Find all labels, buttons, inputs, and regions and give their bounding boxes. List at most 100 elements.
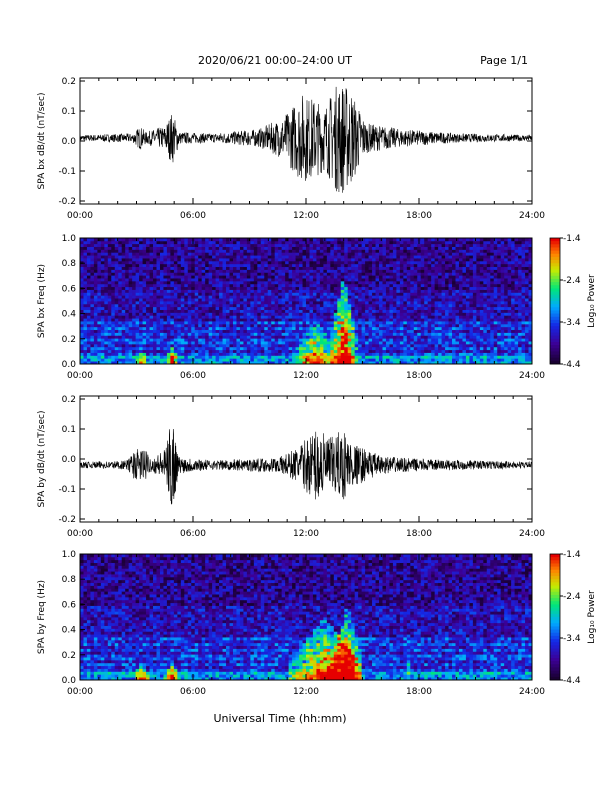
heatmap-cell [413,329,418,333]
heatmap-cell [180,321,185,325]
heatmap-cell [302,249,307,253]
heatmap-cell [299,298,303,302]
heatmap-cell [368,312,373,316]
heatmap-cell [184,301,189,305]
heatmap-cell [226,323,230,328]
heatmap-cell [438,355,442,359]
heatmap-cell [337,278,342,282]
heatmap-cell [177,280,182,285]
heatmap-cell [309,243,314,247]
heatmap-cell [111,301,116,305]
heatmap-cell [458,295,463,299]
heatmap-cell [424,306,429,310]
heatmap-cell [438,326,442,331]
heatmap-cell [358,240,363,245]
heatmap-cell [184,249,189,253]
heatmap-cell [309,269,314,273]
x-tick-label: 18:00 [406,211,432,221]
heatmap-cell [448,243,453,247]
heatmap-cell [212,309,216,313]
heatmap-cell [312,266,317,270]
heatmap-cell [125,255,130,259]
heatmap-cell [372,329,376,333]
heatmap-cell [379,252,383,256]
heatmap-cell [90,303,95,308]
heatmap-cell [118,315,123,319]
heatmap-cell [163,289,168,293]
heatmap-cell [208,346,213,351]
heatmap-cell [299,280,303,285]
heatmap-cell [413,355,418,359]
heatmap-cell [205,278,210,282]
heatmap-cell [455,329,460,333]
heatmap-cell [257,283,262,288]
heatmap-cell [86,341,91,345]
heatmap-cell [180,306,185,310]
heatmap-cell [365,349,369,353]
heatmap-cell [445,238,449,242]
heatmap-cell [399,329,404,333]
heatmap-cell [295,318,300,322]
heatmap-cell [198,246,203,250]
heatmap-cell [344,275,349,279]
heatmap-cell [208,295,213,299]
heatmap-cell [385,238,390,242]
heatmap-cell [389,263,394,268]
heatmap-cell [441,343,446,348]
heatmap-cell [312,278,317,282]
heatmap-cell [382,343,387,348]
heatmap-cell [90,286,95,290]
heatmap-cell [201,238,206,242]
heatmap-cell [187,361,192,365]
heatmap-cell [299,303,303,308]
heatmap-cell [358,272,363,276]
heatmap-cell [465,346,470,351]
heatmap-cell [399,286,404,290]
heatmap-cell [83,335,88,339]
heatmap-cell [445,272,449,276]
heatmap-cell [448,335,453,339]
heatmap-cell [312,286,317,290]
heatmap-cell [232,326,237,331]
heatmap-cell [90,249,95,253]
heatmap-cell [142,275,147,279]
heatmap-cell [142,318,147,322]
heatmap-cell [194,263,199,268]
heatmap-cell [438,243,442,247]
heatmap-cell [312,321,317,325]
heatmap-cell [375,318,380,322]
heatmap-cell [326,240,331,245]
heatmap-cell [83,312,88,316]
heatmap-cell [226,355,230,359]
heatmap-cell [132,289,137,293]
heatmap-cell [316,355,321,359]
heatmap-cell [361,292,366,296]
heatmap-cell [375,278,380,282]
heatmap-cell [86,309,91,313]
heatmap-cell [403,243,408,247]
heatmap-cell [194,341,199,345]
heatmap-cell [80,246,84,250]
heatmap-cell [292,318,296,322]
heatmap-cell [121,260,126,265]
heatmap-cell [420,295,425,299]
heatmap-cell [132,292,137,296]
heatmap-cell [121,306,126,310]
heatmap-cell [396,249,401,253]
heatmap-cell [121,361,126,365]
heatmap-cell [187,303,192,308]
heatmap-cell [146,332,150,336]
heatmap-cell [257,286,262,290]
heatmap-cell [410,298,415,302]
heatmap-cell [358,341,363,345]
heatmap-cell [372,295,376,299]
heatmap-cell [187,292,192,296]
heatmap-cell [250,358,255,362]
heatmap-cell [351,272,356,276]
heatmap-cell [222,292,227,296]
heatmap-cell [159,343,164,348]
heatmap-cell [278,278,283,282]
heatmap-cell [104,358,109,362]
heatmap-cell [222,286,227,290]
heatmap-cell [107,306,112,310]
